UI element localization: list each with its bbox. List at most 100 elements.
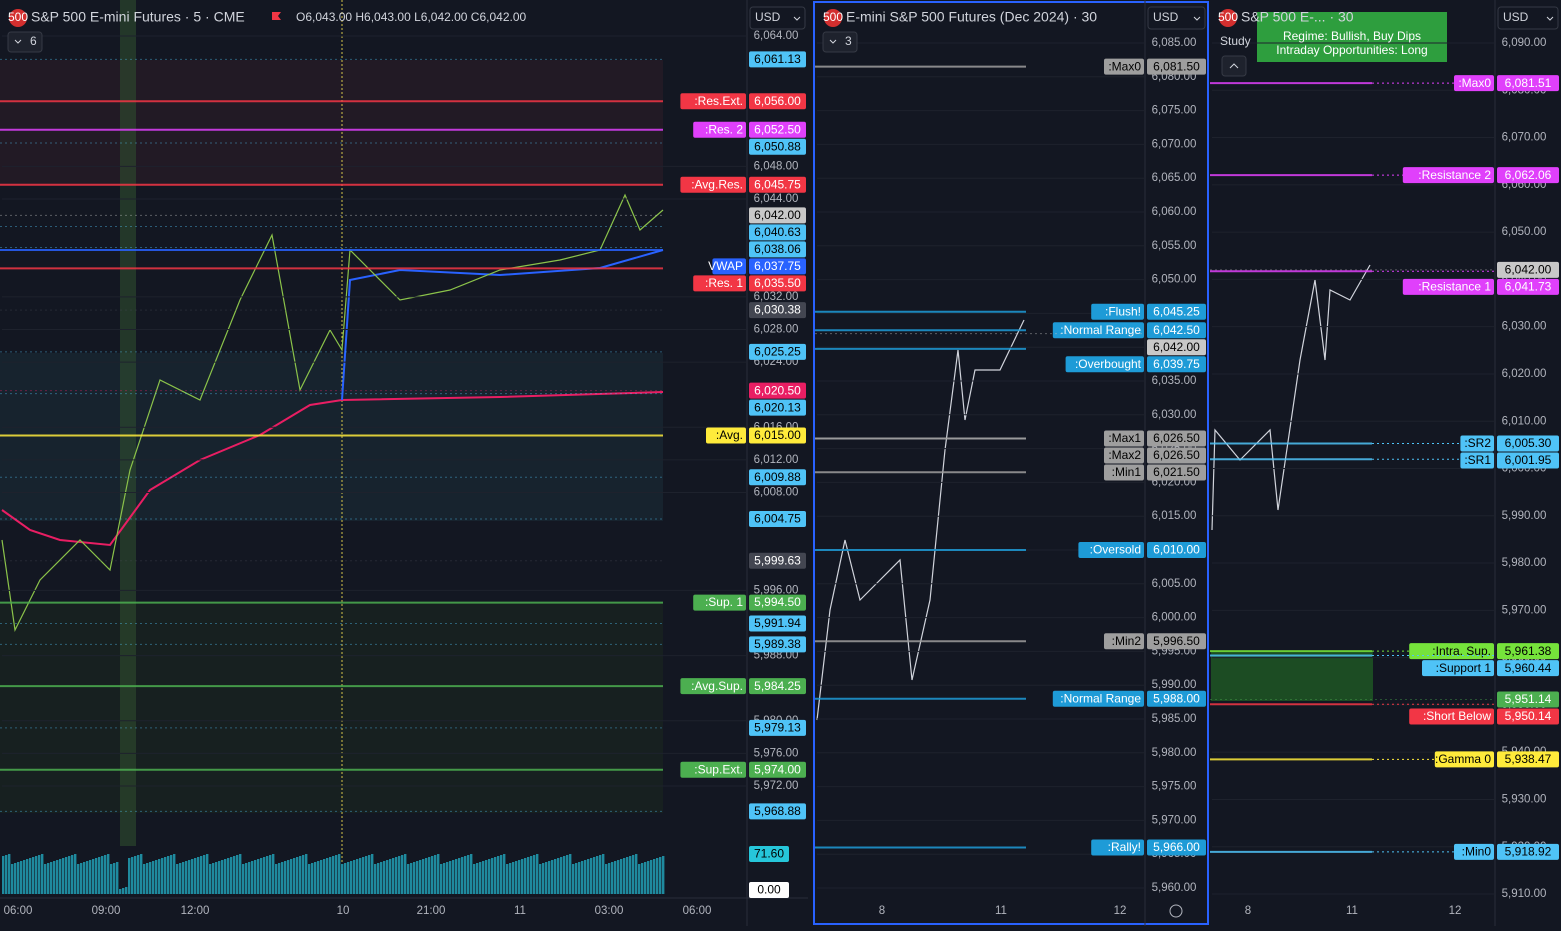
volume-bar bbox=[458, 858, 461, 894]
volume-bar bbox=[356, 859, 359, 894]
level-label-box bbox=[1091, 303, 1144, 320]
price-tag-value: 6,020.50 bbox=[754, 383, 801, 397]
volume-bar bbox=[116, 862, 119, 894]
chevron bbox=[14, 39, 22, 44]
volume-bar bbox=[281, 862, 284, 894]
price-tag-value: 6,050.88 bbox=[754, 139, 801, 153]
price-tag-value: 6,038.06 bbox=[754, 242, 801, 256]
level-label: :Min1 bbox=[1112, 465, 1142, 479]
volume-bar bbox=[230, 857, 233, 894]
volume-bar bbox=[50, 862, 53, 894]
volume-bar bbox=[221, 860, 224, 894]
level-label: :Avg. bbox=[716, 428, 743, 442]
volume-bar bbox=[419, 860, 422, 894]
collapse-button[interactable] bbox=[1221, 55, 1247, 77]
level-label: :Resistance 2 bbox=[1418, 168, 1491, 182]
volume-bar bbox=[509, 863, 512, 894]
y-tick-label: 6,012.00 bbox=[754, 454, 799, 466]
currency-select[interactable] bbox=[749, 6, 806, 30]
x-tick-label: 12:00 bbox=[181, 905, 210, 917]
volume-bar bbox=[185, 861, 188, 894]
price-tag bbox=[749, 51, 806, 68]
chevron bbox=[1193, 16, 1201, 21]
price-tag bbox=[1497, 751, 1559, 768]
volume-bar bbox=[11, 864, 14, 894]
volume-bar bbox=[71, 855, 74, 894]
level-label-box bbox=[680, 678, 746, 695]
volume-bar bbox=[164, 857, 167, 894]
price-tag-value: 5,966.00 bbox=[1153, 840, 1200, 854]
chevron bbox=[829, 39, 837, 44]
volume-bar bbox=[113, 863, 116, 894]
volume-bar bbox=[563, 856, 566, 894]
price-tag-value: 6,045.25 bbox=[1153, 304, 1200, 318]
volume-bar bbox=[410, 863, 413, 894]
y-tick-label: 5,988.00 bbox=[754, 650, 799, 662]
session-band bbox=[120, 0, 136, 846]
settings-icon[interactable] bbox=[1169, 904, 1183, 918]
volume-bar bbox=[491, 858, 494, 894]
price-tag-value: 6,061.13 bbox=[754, 52, 801, 66]
y-tick-label: 5,970.00 bbox=[1152, 814, 1197, 826]
volume-bar bbox=[473, 864, 476, 894]
level-label: :Res. 1 bbox=[705, 276, 743, 290]
volume-bar bbox=[557, 858, 560, 894]
volume-bar bbox=[299, 856, 302, 894]
indicators-toggle[interactable] bbox=[822, 31, 858, 53]
volume-bar bbox=[350, 861, 353, 894]
volume-bar bbox=[659, 857, 662, 894]
price-tag-value: 5,996.50 bbox=[1153, 634, 1200, 648]
volume-bar bbox=[89, 860, 92, 894]
volume-bar bbox=[560, 857, 563, 894]
price-tag-value: 6,026.50 bbox=[1153, 448, 1200, 462]
x-tick-label: 09:00 bbox=[92, 905, 121, 917]
y-tick-label: 5,975.00 bbox=[1152, 781, 1197, 793]
volume-bar bbox=[554, 859, 557, 894]
volume-bar bbox=[98, 857, 101, 894]
volume-bar bbox=[215, 862, 218, 894]
y-tick-label: 5,990.00 bbox=[1152, 679, 1197, 691]
level-label: :Gamma 0 bbox=[1435, 752, 1491, 766]
currency-select[interactable] bbox=[1497, 6, 1559, 30]
volume-bar bbox=[476, 863, 479, 894]
volume-bar bbox=[323, 859, 326, 894]
price-tag bbox=[749, 399, 806, 416]
volume-bar bbox=[632, 855, 635, 894]
volume-bar bbox=[425, 858, 428, 894]
level-label-box bbox=[680, 761, 746, 778]
volume-bar bbox=[431, 856, 434, 894]
volume-bar bbox=[14, 863, 17, 894]
ohlc: O6,043.00 H6,043.00 L6,042.00 C6,042.00 bbox=[296, 10, 527, 24]
volume-bar bbox=[389, 859, 392, 894]
volume-bar bbox=[296, 857, 299, 894]
price-tag bbox=[749, 382, 806, 399]
y-tick-label: 6,055.00 bbox=[1152, 240, 1197, 252]
volume-bar bbox=[449, 861, 452, 894]
volume-bar bbox=[143, 864, 146, 894]
x-tick-label: 10 bbox=[337, 905, 350, 917]
currency-select[interactable] bbox=[1147, 6, 1206, 30]
price-series bbox=[1211, 264, 1371, 531]
currency: USD bbox=[1503, 10, 1529, 24]
indicator-count: 6 bbox=[30, 34, 37, 48]
volume-bar bbox=[470, 854, 473, 894]
volume-bar bbox=[314, 862, 317, 894]
vwap-line bbox=[341, 249, 664, 401]
volume-bar bbox=[62, 858, 65, 894]
level-label: :Min0 bbox=[1462, 845, 1492, 859]
y-tick-label: 6,065.00 bbox=[1152, 172, 1197, 184]
volume-bar bbox=[320, 860, 323, 894]
volume-bar bbox=[611, 862, 614, 894]
volume-bar bbox=[386, 860, 389, 894]
level-label: :Oversold bbox=[1090, 543, 1141, 557]
volume-bar bbox=[38, 855, 41, 894]
price-tag-value: 5,984.25 bbox=[754, 679, 801, 693]
volume-bar bbox=[26, 859, 29, 894]
volume-bar bbox=[302, 855, 305, 894]
volume-bar bbox=[623, 858, 626, 894]
price-tag-value: 6,052.50 bbox=[754, 122, 801, 136]
indicators-toggle[interactable] bbox=[7, 31, 43, 53]
y-tick-label: 5,970.00 bbox=[1502, 604, 1547, 616]
level-label-box bbox=[1104, 447, 1144, 464]
volume-bar bbox=[227, 858, 230, 894]
